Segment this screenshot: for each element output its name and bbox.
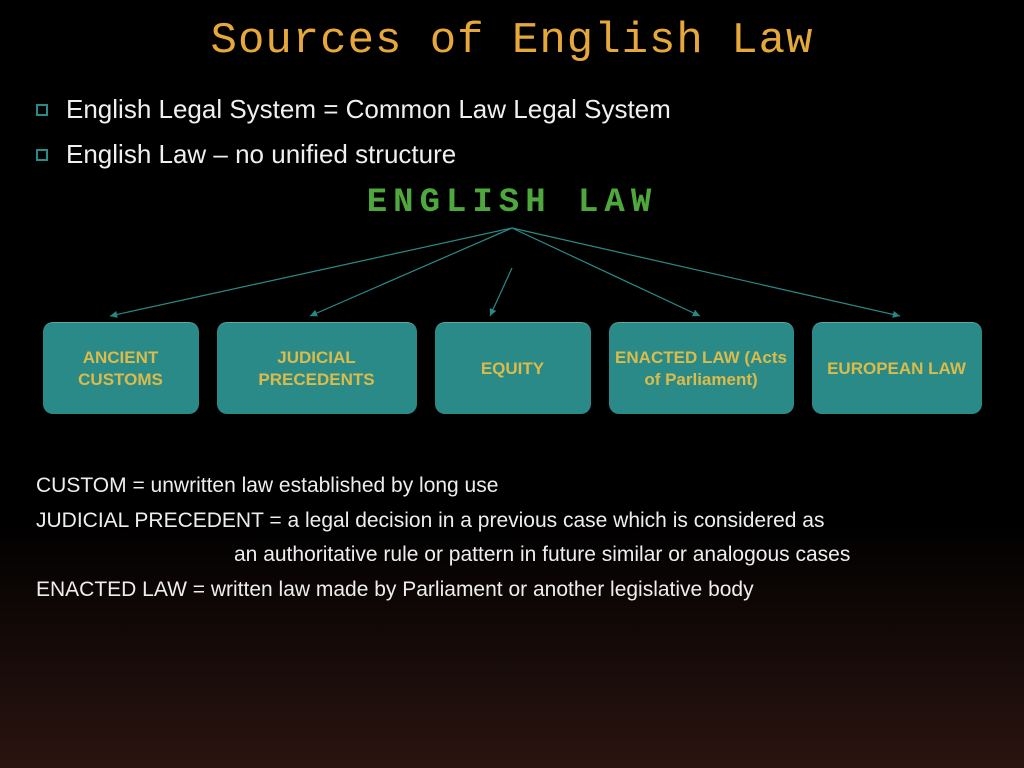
definition-line: ENACTED LAW = written law made by Parlia…: [36, 574, 988, 607]
definition-line: CUSTOM = unwritten law established by lo…: [36, 470, 988, 503]
diagram-node: JUDICIAL PRECEDENTS: [217, 322, 417, 414]
slide-title: Sources of English Law: [0, 0, 1024, 66]
diagram-node: ENACTED LAW (Acts of Parliament): [609, 322, 794, 414]
diagram-node: EQUITY: [435, 322, 591, 414]
definition-line: an authoritative rule or pattern in futu…: [36, 539, 988, 572]
tree-diagram: ANCIENT CUSTOMSJUDICIAL PRECEDENTSEQUITY…: [0, 222, 1024, 452]
bullet-square-icon: [36, 149, 48, 161]
definition-line: JUDICIAL PRECEDENT = a legal decision in…: [36, 505, 988, 538]
diagram-node: EUROPEAN LAW: [812, 322, 982, 414]
definitions-block: CUSTOM = unwritten law established by lo…: [36, 470, 988, 606]
diagram-node: ANCIENT CUSTOMS: [43, 322, 199, 414]
bullet-item: English Legal System = Common Law Legal …: [36, 94, 1024, 125]
bullet-square-icon: [36, 104, 48, 116]
bullet-text: English Legal System = Common Law Legal …: [66, 94, 671, 125]
diagram-root-label: ENGLISH LAW: [0, 184, 1024, 222]
bullet-text: English Law – no unified structure: [66, 139, 456, 170]
bullet-item: English Law – no unified structure: [36, 139, 1024, 170]
diagram-boxes-row: ANCIENT CUSTOMSJUDICIAL PRECEDENTSEQUITY…: [0, 322, 1024, 414]
bullet-list: English Legal System = Common Law Legal …: [36, 94, 1024, 170]
